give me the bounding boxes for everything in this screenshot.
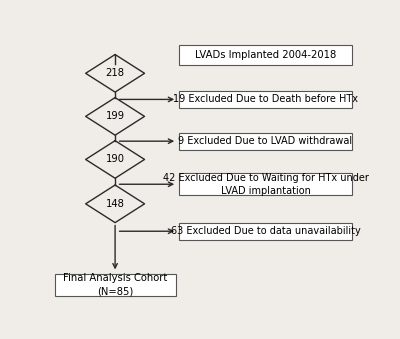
FancyBboxPatch shape [179,45,352,65]
Text: 63 Excluded Due to data unavailability: 63 Excluded Due to data unavailability [170,226,360,236]
Text: LVADs Implanted 2004-2018: LVADs Implanted 2004-2018 [195,50,336,60]
Text: Final Analysis Cohort
(N=85): Final Analysis Cohort (N=85) [63,273,167,296]
FancyBboxPatch shape [179,91,352,108]
Text: 148: 148 [106,199,124,209]
FancyBboxPatch shape [55,274,176,296]
FancyBboxPatch shape [179,133,352,149]
Text: 42 Excluded Due to Waiting for HTx under
LVAD implantation: 42 Excluded Due to Waiting for HTx under… [162,173,368,196]
Text: 218: 218 [106,68,125,78]
Text: 9 Excluded Due to LVAD withdrawal: 9 Excluded Due to LVAD withdrawal [178,136,352,146]
FancyBboxPatch shape [179,173,352,195]
FancyBboxPatch shape [179,223,352,240]
Text: 199: 199 [106,112,125,121]
Text: 190: 190 [106,155,125,164]
Text: 19 Excluded Due to Death before HTx: 19 Excluded Due to Death before HTx [173,95,358,104]
